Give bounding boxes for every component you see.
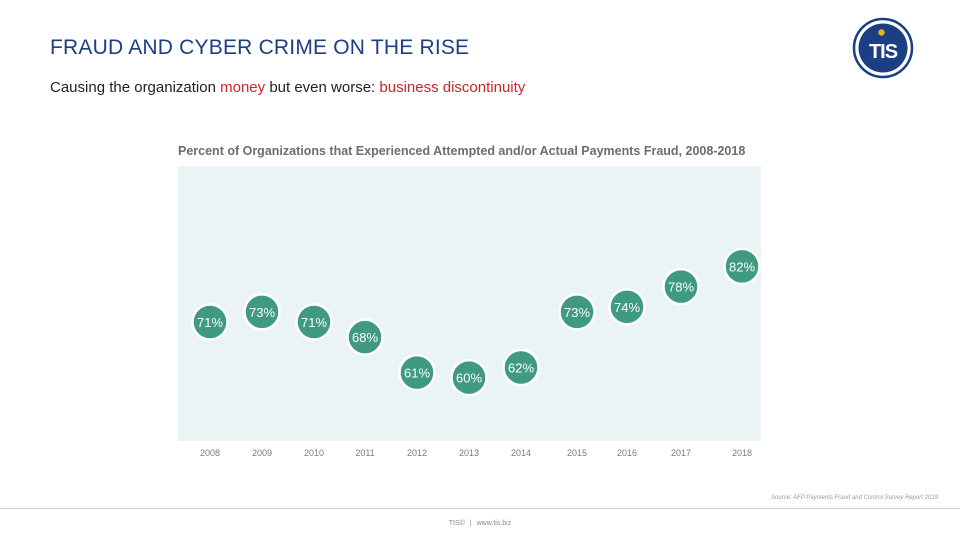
data-point-2010 xyxy=(295,303,333,341)
data-label-2014: 62% xyxy=(508,361,534,376)
data-label-2012: 61% xyxy=(404,366,430,381)
subtitle-middle: but even worse: xyxy=(265,79,380,96)
data-label-2010: 71% xyxy=(301,315,327,330)
x-tick-2012: 2012 xyxy=(407,448,427,458)
x-axis-ticks: 2008 2009 2010 2011 2012 2013 2014 2015 2016 2017… xyxy=(200,448,752,458)
subtitle-prefix: Causing the organization xyxy=(50,79,221,96)
footer-separator: | xyxy=(469,520,472,527)
data-point-2014 xyxy=(502,348,540,387)
fraud-chart: 71%73%71%68%61% 60%62%73% 74%78%82% 2008 20… xyxy=(178,166,761,458)
footer-brand: TIS© xyxy=(448,520,465,527)
x-tick-2011: 2011 xyxy=(355,448,374,458)
footer-divider xyxy=(0,508,960,509)
logo-text: TIS xyxy=(869,41,898,63)
data-point-2016 xyxy=(608,288,646,326)
x-tick-2015: 2015 xyxy=(567,448,587,458)
subtitle-highlight-discontinuity: business discontinuity xyxy=(379,79,526,96)
data-point-2009 xyxy=(243,293,281,331)
data-point-2015 xyxy=(558,293,596,331)
data-label-2011: 68% xyxy=(352,330,378,345)
data-point-2017 xyxy=(662,267,700,306)
data-label-2015: 73% xyxy=(564,305,590,320)
tis-logo-icon: TIS xyxy=(852,17,914,79)
data-label-2008: 71% xyxy=(197,315,223,330)
x-tick-2010: 2010 xyxy=(304,448,324,458)
subtitle-highlight-money: money xyxy=(220,79,266,96)
x-tick-2013: 2013 xyxy=(459,448,479,458)
data-point-2011 xyxy=(346,318,384,356)
x-tick-2014: 2014 xyxy=(511,448,531,458)
footer-url[interactable]: www.tis.biz xyxy=(476,520,512,527)
data-point-2018 xyxy=(723,247,761,286)
slide-title: FRAUD AND CYBER CRIME ON THE RISE xyxy=(50,36,470,59)
slide-subtitle: Causing the organization money but even … xyxy=(50,79,525,96)
data-label-2017: 78% xyxy=(668,280,694,295)
data-point-2013 xyxy=(450,358,488,397)
x-tick-2017: 2017 xyxy=(671,448,691,458)
x-tick-2009: 2009 xyxy=(252,448,272,458)
data-label-2016: 74% xyxy=(614,300,640,315)
data-point-2012 xyxy=(398,353,436,392)
source-note: Source: AFP Payments Fraud and Control S… xyxy=(771,495,938,501)
data-point-2008 xyxy=(191,303,229,341)
x-tick-2016: 2016 xyxy=(617,448,637,458)
data-label-2013: 60% xyxy=(456,371,482,386)
data-label-2009: 73% xyxy=(249,305,275,320)
x-tick-2018: 2018 xyxy=(732,448,752,458)
x-tick-2008: 2008 xyxy=(200,448,220,458)
chart-title: Percent of Organizations that Experience… xyxy=(178,144,746,158)
data-label-2018: 82% xyxy=(729,259,755,274)
footer: TIS© | www.tis.biz xyxy=(0,520,960,527)
chart-marks: 71% 73% 71% 68% 61% 60% 62% 73% 74% 78% 82% xyxy=(191,247,761,397)
